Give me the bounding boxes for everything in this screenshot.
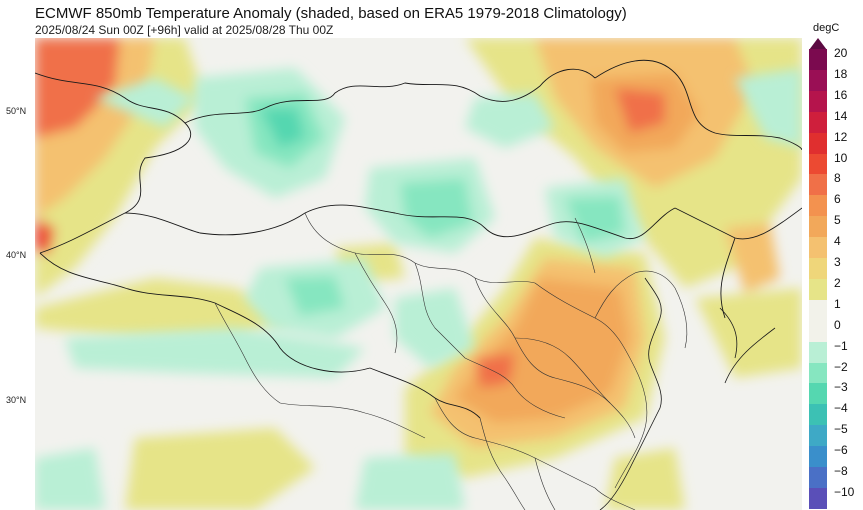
colorbar-segment xyxy=(809,132,827,154)
colorbar-tick-label: −4 xyxy=(834,401,848,416)
colorbar xyxy=(809,49,827,510)
colorbar-tick-label: 14 xyxy=(834,108,848,123)
colorbar-segment xyxy=(809,278,827,301)
colorbar-segment xyxy=(809,362,827,384)
colorbar-segment xyxy=(809,299,827,322)
latitude-label-40n: 40°N xyxy=(6,250,27,260)
colorbar-tick-label: 4 xyxy=(834,234,841,249)
colorbar-segment xyxy=(809,425,827,447)
colorbar-segment xyxy=(809,320,827,343)
anomaly-map xyxy=(35,38,802,510)
colorbar-tick-label: 5 xyxy=(834,213,841,228)
colorbar-tick-label: 12 xyxy=(834,129,848,144)
coastline xyxy=(599,277,776,510)
colorbar-tick-label: −6 xyxy=(834,443,848,458)
colorbar-tick-label: 0 xyxy=(834,317,841,332)
colorbar-tick-label: −3 xyxy=(834,380,848,395)
colorbar-segment xyxy=(809,341,827,363)
colorbar-segment xyxy=(809,383,827,405)
colorbar-unit-label: degC xyxy=(813,22,840,34)
colorbar-tick-label: −10 xyxy=(834,484,855,499)
warm-anomaly-shading xyxy=(35,38,802,510)
colorbar-segment xyxy=(809,111,827,134)
colorbar-segment xyxy=(809,49,827,71)
latitude-label-30n: 30°N xyxy=(6,395,27,405)
colorbar-tick-label: −8 xyxy=(834,464,848,478)
colorbar-segment xyxy=(809,446,827,468)
colorbar-segment xyxy=(809,153,827,175)
colorbar-tick-label: −5 xyxy=(834,422,848,437)
colorbar-tick-label: 20 xyxy=(834,46,848,60)
colorbar-segment xyxy=(809,487,827,510)
colorbar-tick-label: 2 xyxy=(834,275,841,290)
colorbar-tick-label: 18 xyxy=(834,66,848,81)
colorbar-segment xyxy=(809,90,827,113)
colorbar-tick-label: 1 xyxy=(834,296,841,311)
colorbar-tick-label: 10 xyxy=(834,150,848,165)
colorbar-tick-label: −2 xyxy=(834,359,848,374)
colorbar-segment xyxy=(809,195,827,217)
map-subtitle: 2025/08/24 Sun 00Z [+96h] valid at 2025/… xyxy=(35,23,334,37)
colorbar-segment xyxy=(809,69,827,92)
map-title: ECMWF 850mb Temperature Anomaly (shaded,… xyxy=(35,5,627,22)
colorbar-tick-label: 6 xyxy=(834,192,841,207)
colorbar-segment xyxy=(809,258,827,280)
colorbar-segment xyxy=(809,404,827,426)
province-boundaries xyxy=(214,212,688,510)
colorbar-tick-label: 3 xyxy=(834,255,841,269)
colorbar-segment xyxy=(809,216,827,238)
colorbar-segment xyxy=(809,237,827,259)
colorbar-segment xyxy=(809,467,827,489)
colorbar-top-arrow xyxy=(809,38,827,50)
colorbar-tick-label: 8 xyxy=(834,171,841,186)
latitude-label-50n: 50°N xyxy=(6,106,27,116)
colorbar-tick-label: 16 xyxy=(834,87,848,102)
colorbar-segment xyxy=(809,174,827,196)
colorbar-tick-label: −1 xyxy=(834,338,848,353)
anomaly-map-canvas xyxy=(35,38,802,510)
